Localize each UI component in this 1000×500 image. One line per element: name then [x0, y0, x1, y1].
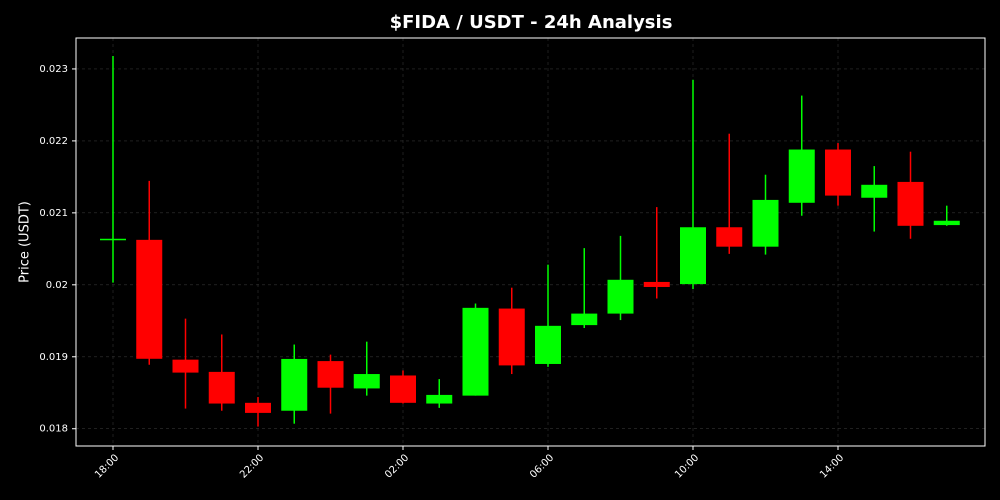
candle-body [390, 375, 416, 403]
candle-body [136, 239, 163, 359]
candle-body [535, 325, 561, 364]
candle-body [788, 149, 815, 203]
candle-body [861, 184, 888, 198]
y-axis-label: Price (USDT) [18, 201, 33, 283]
candle-body [825, 149, 851, 196]
candle-body [643, 281, 670, 287]
candle-body [680, 227, 706, 285]
candle-body [317, 361, 344, 388]
y-tick-label: 0.02 [46, 280, 68, 291]
candle-body [462, 307, 489, 396]
candle-body [172, 359, 199, 373]
y-tick-label: 0.021 [39, 208, 68, 219]
plot-frame [75, 37, 986, 447]
candle-body [752, 199, 779, 247]
candle-body [426, 394, 453, 404]
candle-body [498, 308, 525, 366]
candle-body [208, 371, 235, 404]
y-tick-label: 0.022 [39, 136, 68, 147]
candle-body [933, 220, 960, 226]
y-tick-label: 0.023 [39, 64, 68, 75]
candle-body [607, 279, 634, 314]
candle-body [897, 181, 924, 226]
chart-title: $FIDA / USDT - 24h Analysis [390, 12, 673, 33]
candle-body [716, 227, 743, 247]
candles [100, 55, 960, 427]
candle-body [353, 374, 380, 389]
candle-body [100, 238, 126, 241]
candle-body [281, 358, 308, 411]
candle-body [245, 402, 271, 413]
y-tick-label: 0.018 [39, 424, 68, 435]
y-tick-label: 0.019 [39, 352, 68, 363]
candle-body [571, 313, 598, 326]
